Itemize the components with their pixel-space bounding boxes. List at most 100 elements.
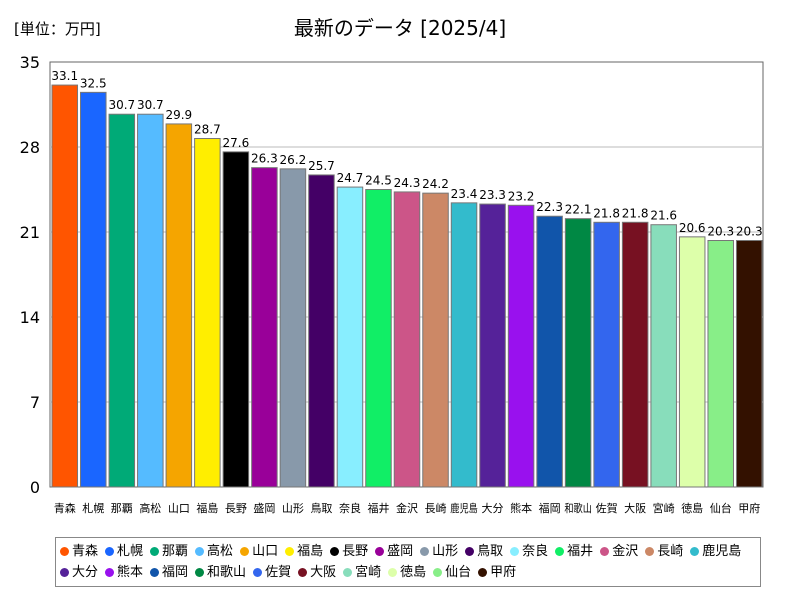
x-tick-label: 札幌 bbox=[82, 501, 104, 515]
data-label: 20.6 bbox=[679, 221, 706, 235]
legend-marker bbox=[510, 547, 520, 556]
legend-item: 鹿児島 bbox=[690, 541, 741, 562]
x-tick-label: 宮崎 bbox=[653, 501, 675, 515]
legend-marker bbox=[195, 568, 205, 577]
bar-甲府 bbox=[735, 240, 763, 488]
legend-marker bbox=[60, 568, 69, 577]
legend-label: 福井 bbox=[567, 544, 594, 559]
x-tick-label: 徳島 bbox=[681, 501, 703, 515]
legend-marker bbox=[60, 547, 69, 556]
data-label: 21.8 bbox=[593, 206, 620, 220]
x-tick-label: 金沢 bbox=[396, 501, 418, 515]
legend-label: 鹿児島 bbox=[702, 544, 742, 559]
y-tick-label: 7 bbox=[30, 393, 40, 412]
legend-item: 福岡 bbox=[150, 562, 188, 583]
x-tick-label: 奈良 bbox=[339, 501, 361, 515]
legend-label: 鳥取 bbox=[477, 544, 504, 559]
chart-legend: 青森 札幌 那覇 高松 山口 福島 長野 盛岡 山形 鳥取 奈良 福井 金沢 長崎 鹿児島 大分 熊本 福岡 和歌山… bbox=[55, 537, 761, 587]
legend-label: 福島 bbox=[297, 544, 324, 559]
bar-鹿児島 bbox=[450, 202, 478, 488]
legend-label: 宮崎 bbox=[355, 565, 382, 580]
x-tick-label: 青森 bbox=[54, 501, 76, 515]
legend-marker bbox=[433, 568, 443, 577]
legend-label: 盛岡 bbox=[387, 544, 414, 559]
data-label: 20.3 bbox=[736, 225, 763, 239]
legend-item: 大阪 bbox=[298, 562, 336, 583]
data-label: 26.2 bbox=[280, 153, 307, 167]
legend-marker bbox=[150, 547, 160, 556]
legend-item: 福島 bbox=[285, 541, 323, 562]
bar-福井 bbox=[365, 189, 392, 488]
legend-marker bbox=[150, 568, 160, 577]
data-label: 23.2 bbox=[508, 189, 535, 203]
bar-長崎 bbox=[422, 192, 449, 488]
data-label: 23.4 bbox=[451, 187, 478, 201]
x-tick-label: 高松 bbox=[139, 501, 161, 515]
legend-label: 大分 bbox=[72, 565, 99, 580]
legend-marker bbox=[253, 568, 263, 577]
data-label: 30.7 bbox=[137, 98, 164, 112]
bar-福岡 bbox=[536, 215, 563, 488]
bar-盛岡 bbox=[251, 167, 278, 488]
y-tick-label: 0 bbox=[30, 478, 40, 497]
data-label: 27.6 bbox=[223, 136, 250, 150]
legend-marker bbox=[105, 568, 115, 577]
legend-marker bbox=[555, 547, 565, 556]
x-tick-label: 佐賀 bbox=[596, 501, 618, 515]
legend-item: 宮崎 bbox=[343, 562, 381, 583]
bar-大阪 bbox=[621, 221, 649, 488]
data-label: 25.7 bbox=[308, 159, 335, 173]
data-label: 24.7 bbox=[337, 171, 364, 185]
legend-marker bbox=[600, 547, 610, 556]
legend-label: 徳島 bbox=[400, 565, 427, 580]
data-label: 22.1 bbox=[565, 203, 592, 217]
legend-marker bbox=[105, 547, 115, 556]
legend-item: 奈良 bbox=[510, 541, 548, 562]
bar-高松 bbox=[137, 113, 164, 488]
legend-label: 札幌 bbox=[117, 544, 144, 559]
bar-札幌 bbox=[80, 91, 107, 488]
legend-item: 札幌 bbox=[105, 541, 143, 562]
legend-item: 和歌山 bbox=[195, 562, 246, 583]
legend-marker bbox=[420, 547, 430, 556]
y-tick-label: 28 bbox=[20, 138, 40, 157]
x-tick-label: 熊本 bbox=[510, 501, 532, 515]
data-label: 21.8 bbox=[622, 206, 649, 220]
legend-label: 奈良 bbox=[522, 544, 549, 559]
data-label: 33.1 bbox=[51, 69, 78, 83]
unit-label: [単位：万円] bbox=[14, 20, 101, 38]
legend-marker bbox=[478, 568, 488, 577]
data-label: 22.3 bbox=[536, 200, 563, 214]
x-tick-label: 和歌山 bbox=[564, 501, 592, 515]
legend-label: 長崎 bbox=[657, 544, 684, 559]
bar-山口 bbox=[165, 123, 193, 488]
legend-item: 福井 bbox=[555, 541, 593, 562]
x-tick-label: 鹿児島 bbox=[450, 501, 478, 515]
legend-label: 長野 bbox=[342, 544, 369, 559]
legend-label: 佐賀 bbox=[265, 565, 292, 580]
bar-奈良 bbox=[336, 186, 364, 488]
bar-山形 bbox=[279, 168, 307, 488]
legend-label: 熊本 bbox=[117, 565, 144, 580]
x-tick-label: 福島 bbox=[196, 501, 218, 515]
data-label: 24.5 bbox=[365, 174, 392, 188]
legend-item: 山形 bbox=[420, 541, 458, 562]
legend-item: 盛岡 bbox=[375, 541, 413, 562]
y-tick-label: 14 bbox=[20, 308, 40, 327]
legend-marker bbox=[465, 547, 475, 556]
bar-鳥取 bbox=[308, 174, 335, 488]
legend-item: 金沢 bbox=[600, 541, 638, 562]
bar-熊本 bbox=[507, 204, 535, 488]
legend-label: 金沢 bbox=[612, 544, 639, 559]
legend-marker bbox=[375, 547, 385, 556]
legend-marker bbox=[645, 547, 655, 556]
x-tick-label: 山口 bbox=[168, 502, 190, 515]
data-label: 24.2 bbox=[422, 177, 449, 191]
legend-label: 山口 bbox=[252, 544, 279, 559]
legend-marker bbox=[388, 568, 398, 577]
x-tick-label: 大阪 bbox=[624, 501, 646, 515]
bar-宮崎 bbox=[650, 224, 677, 488]
bar-和歌山 bbox=[564, 218, 592, 488]
data-label: 30.7 bbox=[108, 98, 135, 112]
